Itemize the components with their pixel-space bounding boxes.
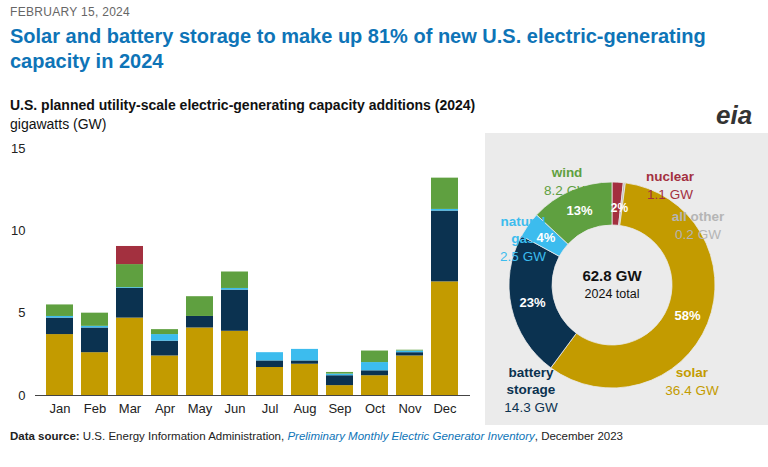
svg-text:13%: 13% (566, 203, 592, 218)
svg-text:Feb: Feb (84, 401, 106, 416)
svg-text:Sep: Sep (328, 401, 351, 416)
svg-text:Nov: Nov (398, 401, 422, 416)
svg-text:15: 15 (11, 141, 25, 156)
svg-text:Oct: Oct (365, 401, 386, 416)
svg-text:2%: 2% (611, 201, 629, 215)
svg-text:Aug: Aug (293, 401, 316, 416)
svg-text:Jul: Jul (262, 401, 279, 416)
svg-text:0: 0 (18, 388, 25, 403)
html-text:U.S. planned utility-scale ele: U.S. planned utility-scale electric-gene… (10, 97, 476, 113)
svg-text:2024 total: 2024 total (585, 287, 640, 301)
html-text:Data source: U.S. Energy Infor: Data source: U.S. Energy Information Adm… (10, 430, 623, 442)
html-text:gigawatts (GW): gigawatts (GW) (10, 116, 107, 132)
svg-text:Apr: Apr (155, 401, 176, 416)
svg-text:10: 10 (11, 223, 25, 238)
html-text:FEBRUARY 15, 2024: FEBRUARY 15, 2024 (10, 5, 131, 19)
svg-text:May: May (188, 401, 213, 416)
svg-text:62.8 GW: 62.8 GW (582, 267, 642, 284)
svg-text:5: 5 (18, 305, 25, 320)
svg-text:naturalgas2.5 GW: naturalgas2.5 GW (500, 214, 546, 264)
svg-text:solar36.4 GW: solar36.4 GW (665, 365, 719, 398)
svg-text:4%: 4% (536, 230, 555, 245)
svg-text:Jan: Jan (50, 401, 71, 416)
svg-text:23%: 23% (519, 295, 545, 310)
svg-text:Mar: Mar (119, 401, 142, 416)
svg-text:Dec: Dec (433, 401, 457, 416)
svg-text:Jun: Jun (225, 401, 246, 416)
svg-text:wind8.2 GW: wind8.2 GW (544, 165, 590, 198)
svg-text:batterystorage14.3 GW: batterystorage14.3 GW (504, 365, 558, 415)
html-text:eia: eia (716, 100, 753, 130)
svg-text:58%: 58% (675, 308, 701, 323)
html-text:Solar and battery storage to m: Solar and battery storage to make up 81%… (10, 25, 706, 72)
svg-text:all other0.2 GW: all other0.2 GW (672, 209, 725, 242)
svg-text:nuclear1.1 GW: nuclear1.1 GW (646, 169, 695, 202)
